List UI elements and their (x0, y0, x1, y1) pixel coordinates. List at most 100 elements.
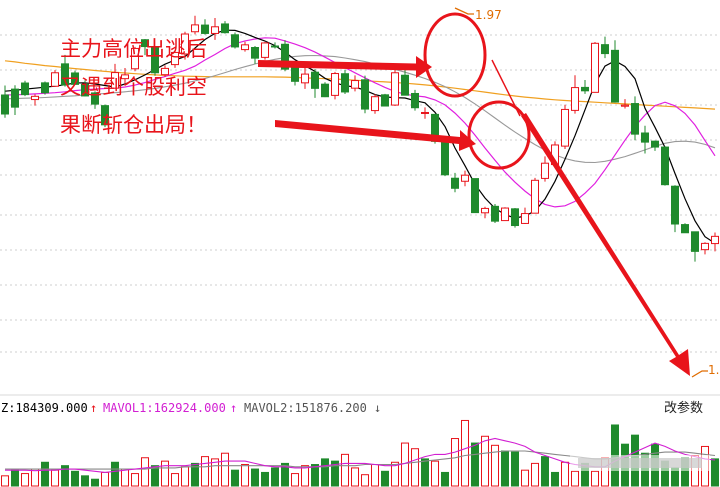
candle (51, 70, 59, 87)
candle (41, 81, 49, 95)
volume-bar (291, 473, 299, 487)
candle-body (561, 108, 569, 147)
annotation-line-1: 主力高位出逃后 (60, 37, 207, 61)
annotation-line-3: 果断斩仓出局！ (60, 113, 207, 137)
candle (451, 172, 459, 193)
candle (91, 91, 99, 109)
volume-bar (351, 467, 359, 487)
candle (631, 96, 639, 141)
volume-bar (301, 465, 309, 487)
change-params-button[interactable]: 改参数 (664, 400, 703, 416)
candle (361, 75, 369, 114)
candle-body (131, 47, 139, 70)
volume-bar (711, 458, 719, 487)
arrow-down-guide (491, 59, 521, 117)
candle (201, 19, 209, 35)
candle (1, 85, 9, 118)
candle (521, 207, 529, 225)
ma10-line (4, 37, 716, 208)
volume-bar (201, 456, 209, 487)
candle-body (31, 95, 39, 101)
candle (61, 54, 69, 87)
volume-bar (531, 462, 539, 487)
candle (381, 93, 389, 107)
candle (231, 32, 239, 49)
candle-body (121, 74, 129, 80)
candle-body (701, 242, 709, 251)
candle-body (251, 47, 259, 59)
volume-bar (391, 461, 399, 487)
candle (691, 231, 699, 262)
candle (661, 146, 669, 186)
annotation-layer: 主力高位出逃后 又遇到个股利空 果断斩仓出局！ (60, 12, 690, 376)
candle (151, 46, 159, 76)
volume-bar (41, 461, 49, 487)
candle (81, 80, 89, 97)
volume-bar (1, 475, 9, 487)
volume-bar (261, 471, 269, 487)
highlight-circle-top (423, 12, 487, 98)
candle (341, 69, 349, 95)
arrow-to-mid (275, 120, 476, 151)
volume-bar (131, 473, 139, 487)
candle (221, 21, 229, 34)
candle-body (651, 140, 659, 148)
volume-bar (311, 464, 319, 487)
candle-body (211, 26, 219, 34)
candle-body (581, 86, 589, 92)
volume-bar (561, 461, 569, 487)
candle (31, 94, 39, 106)
volume-bar (571, 470, 579, 487)
arrow-to-top (258, 56, 432, 78)
volume-bar (281, 462, 289, 487)
candle-body (181, 33, 189, 55)
candle-body (191, 24, 199, 33)
candle (301, 68, 309, 89)
volume-bar (471, 442, 479, 487)
candle (441, 137, 449, 177)
candle (21, 80, 29, 97)
candle-body (171, 51, 179, 66)
volume-bar (441, 471, 449, 487)
candle (321, 82, 329, 98)
candle (461, 170, 469, 187)
volume-bar (91, 478, 99, 487)
candle-body (141, 39, 149, 48)
highlight-circle-mid (467, 100, 531, 170)
candle-body (101, 105, 109, 126)
candle (251, 45, 259, 64)
volume-bar (51, 469, 59, 487)
candle (11, 85, 19, 115)
volume-bar (221, 452, 229, 487)
volume-bar (101, 471, 109, 487)
candle (471, 178, 479, 214)
volume-bar (421, 458, 429, 487)
candle (611, 40, 619, 103)
volume-bar (21, 473, 29, 487)
candle (331, 71, 339, 100)
candle-body (81, 83, 89, 97)
candle (171, 50, 179, 68)
volume-bar (401, 442, 409, 487)
candle (621, 99, 629, 109)
volume-bar (211, 458, 219, 487)
low-marker: 1. (691, 363, 719, 378)
candle-body (691, 231, 699, 252)
volume-bar (191, 462, 199, 487)
candle-body (21, 82, 29, 96)
candle (371, 94, 379, 114)
volume-bar (361, 474, 369, 487)
volume-bar (231, 469, 239, 487)
candle-body (311, 71, 319, 89)
volume-bar (481, 435, 489, 487)
volume-bar (251, 468, 259, 487)
high-marker: 1.97 (454, 7, 502, 22)
candle-body (381, 94, 389, 107)
candle-body (571, 87, 579, 111)
candle-body (491, 205, 499, 222)
mavol1-value: MAVOL1:162924.000 (103, 401, 226, 415)
volume-bar (431, 460, 439, 487)
volume-info-bar: Z:184309.000 ↑ MAVOL1:162924.000 ↑ MAVOL… (1, 400, 703, 416)
candle (271, 42, 279, 49)
volume-bar (521, 469, 529, 487)
